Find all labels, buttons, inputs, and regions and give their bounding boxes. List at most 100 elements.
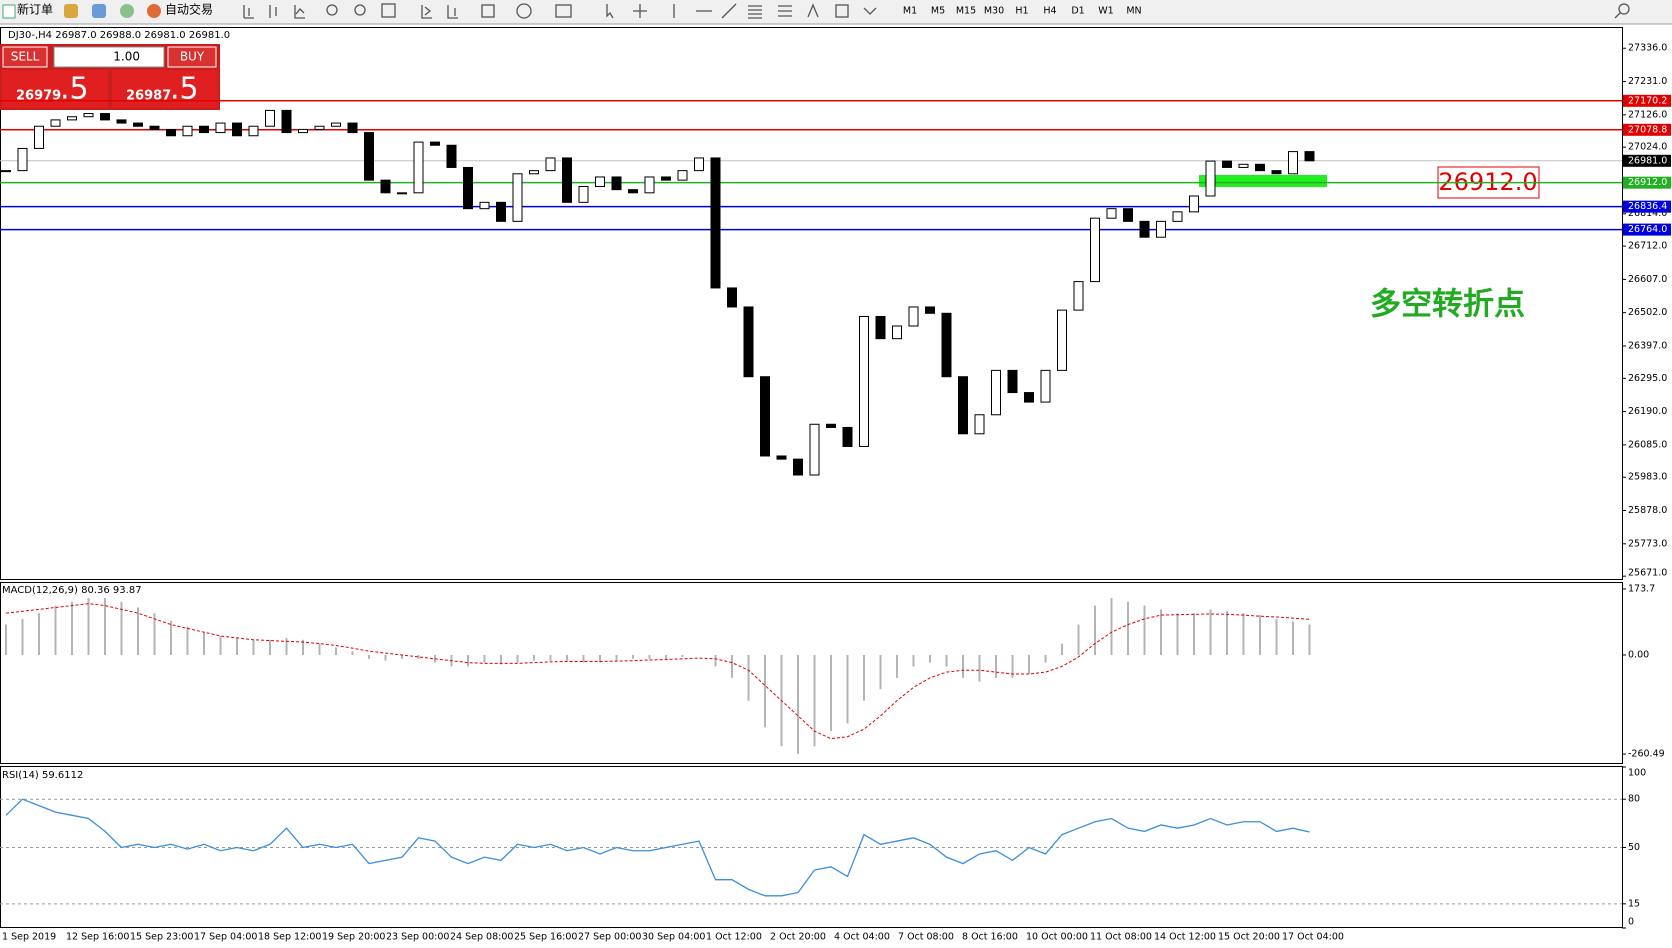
lot-value[interactable]: 1.00 — [113, 50, 140, 64]
time-label: 19 Sep 20:00 — [322, 932, 385, 943]
candle — [446, 144, 457, 168]
y-tick-label: 50 — [1628, 842, 1640, 853]
search-icon[interactable] — [1618, 3, 1630, 15]
bid-price[interactable]: 26979 — [16, 89, 61, 104]
tool-icon[interactable] — [447, 5, 458, 19]
candle — [1156, 220, 1166, 238]
y-tick-label: 25983.0 — [1628, 472, 1667, 483]
candle — [232, 122, 242, 137]
bid-box[interactable] — [2, 70, 108, 108]
candle — [875, 315, 886, 340]
tool-icon[interactable] — [606, 4, 614, 19]
auto-trading-button[interactable]: 自动交易 — [165, 2, 213, 17]
candle — [776, 455, 787, 460]
candle — [1205, 160, 1216, 197]
ask-box[interactable] — [112, 70, 218, 108]
tool-icon[interactable] — [748, 5, 762, 19]
time-label: 23 Sep 00:00 — [386, 932, 449, 943]
timeframe-button[interactable]: M5 — [931, 6, 945, 17]
timeframe-button[interactable]: M15 — [956, 6, 976, 17]
sell-label[interactable]: SELL — [11, 50, 40, 64]
timeframe-button[interactable]: D1 — [1071, 6, 1084, 17]
candle — [100, 113, 110, 121]
time-label: 7 Oct 08:00 — [898, 932, 954, 943]
time-label: 17 Sep 04:00 — [194, 932, 257, 943]
tool-icon[interactable] — [421, 5, 432, 19]
tool-icon[interactable] — [516, 3, 532, 19]
candle — [578, 185, 589, 203]
price-level-label: 26912.0 — [1628, 177, 1667, 188]
new-order-icon[interactable] — [2, 4, 16, 19]
price-level-label: 26981.0 — [1628, 155, 1667, 166]
toolbar-tools — [243, 3, 1630, 19]
candle — [991, 369, 1001, 416]
tool-icon[interactable] — [294, 5, 305, 19]
new-order-button[interactable]: 新订单 — [17, 2, 53, 17]
candle — [331, 122, 341, 127]
lot-input[interactable] — [53, 46, 165, 68]
price-level-tag — [1623, 154, 1671, 167]
macd-frame — [0, 582, 1623, 764]
timeframe-button[interactable]: H1 — [1015, 6, 1028, 17]
timeframe-button[interactable]: M30 — [984, 6, 1004, 17]
tool-icon[interactable] — [555, 4, 572, 18]
tool-icon[interactable] — [354, 4, 366, 16]
price-level-tag — [1623, 123, 1671, 136]
tool-icon[interactable] — [721, 3, 737, 19]
time-label: 17 Oct 04:00 — [1282, 932, 1344, 943]
tool-icon[interactable] — [807, 3, 819, 18]
timeframe-button[interactable]: H4 — [1043, 6, 1056, 17]
search-icon[interactable] — [1614, 12, 1621, 19]
candle — [1222, 160, 1232, 168]
ask-price[interactable]: 26987 — [126, 89, 171, 104]
price-level-tag — [1623, 200, 1671, 213]
note-text: 多空转折点 — [1370, 287, 1525, 323]
tool-icon[interactable] — [481, 4, 495, 18]
timeframe-button[interactable]: W1 — [1098, 6, 1113, 17]
auto-trading-icon[interactable] — [147, 4, 161, 18]
candle — [1271, 170, 1282, 175]
candle — [1106, 208, 1117, 219]
candle — [1238, 163, 1249, 168]
timeframe-button[interactable]: M1 — [903, 6, 917, 17]
y-tick-label: 80 — [1628, 794, 1640, 805]
candle — [677, 170, 688, 181]
y-tick-label: 26295.0 — [1628, 373, 1667, 384]
tool-icon[interactable] — [633, 4, 647, 18]
candle — [908, 306, 919, 327]
sell-button[interactable] — [2, 46, 48, 68]
tool-icon[interactable] — [381, 3, 396, 18]
main-chart-frame — [0, 27, 1623, 580]
time-label: 8 Oct 16:00 — [962, 932, 1018, 943]
price-level-tag — [1623, 94, 1671, 107]
toolbar-icon[interactable] — [64, 4, 78, 18]
tool-icon[interactable] — [835, 4, 849, 18]
toolbar-icon[interactable] — [120, 4, 134, 18]
tool-icon[interactable] — [326, 4, 338, 16]
candle — [133, 122, 143, 127]
buy-label[interactable]: BUY — [180, 50, 205, 64]
time-label: 24 Sep 08:00 — [450, 932, 513, 943]
timeframe-button[interactable]: MN — [1126, 6, 1141, 17]
rsi-title: RSI(14) 59.6112 — [2, 770, 83, 781]
tool-icon[interactable] — [269, 5, 277, 18]
toolbar-icon[interactable] — [92, 4, 106, 18]
time-label: 25 Sep 16:00 — [514, 932, 577, 943]
candle — [1139, 220, 1150, 238]
candle — [364, 132, 374, 181]
time-label: 15 Oct 20:00 — [1218, 932, 1280, 943]
price-level-label: 26836.4 — [1628, 201, 1667, 212]
time-label: 12 Sep 16:00 — [66, 932, 129, 943]
candle — [1090, 217, 1100, 283]
y-tick-label: 27336.0 — [1628, 43, 1667, 54]
candle — [611, 176, 622, 191]
candle — [166, 128, 176, 137]
y-tick-label: 25671.0 — [1628, 568, 1667, 579]
macd-signal — [5, 603, 1310, 740]
tool-icon[interactable] — [863, 7, 877, 15]
tool-icon[interactable] — [778, 5, 792, 17]
tool-icon[interactable] — [243, 5, 254, 19]
buy-button[interactable] — [167, 46, 217, 68]
candle — [182, 125, 193, 137]
candle — [925, 306, 935, 314]
